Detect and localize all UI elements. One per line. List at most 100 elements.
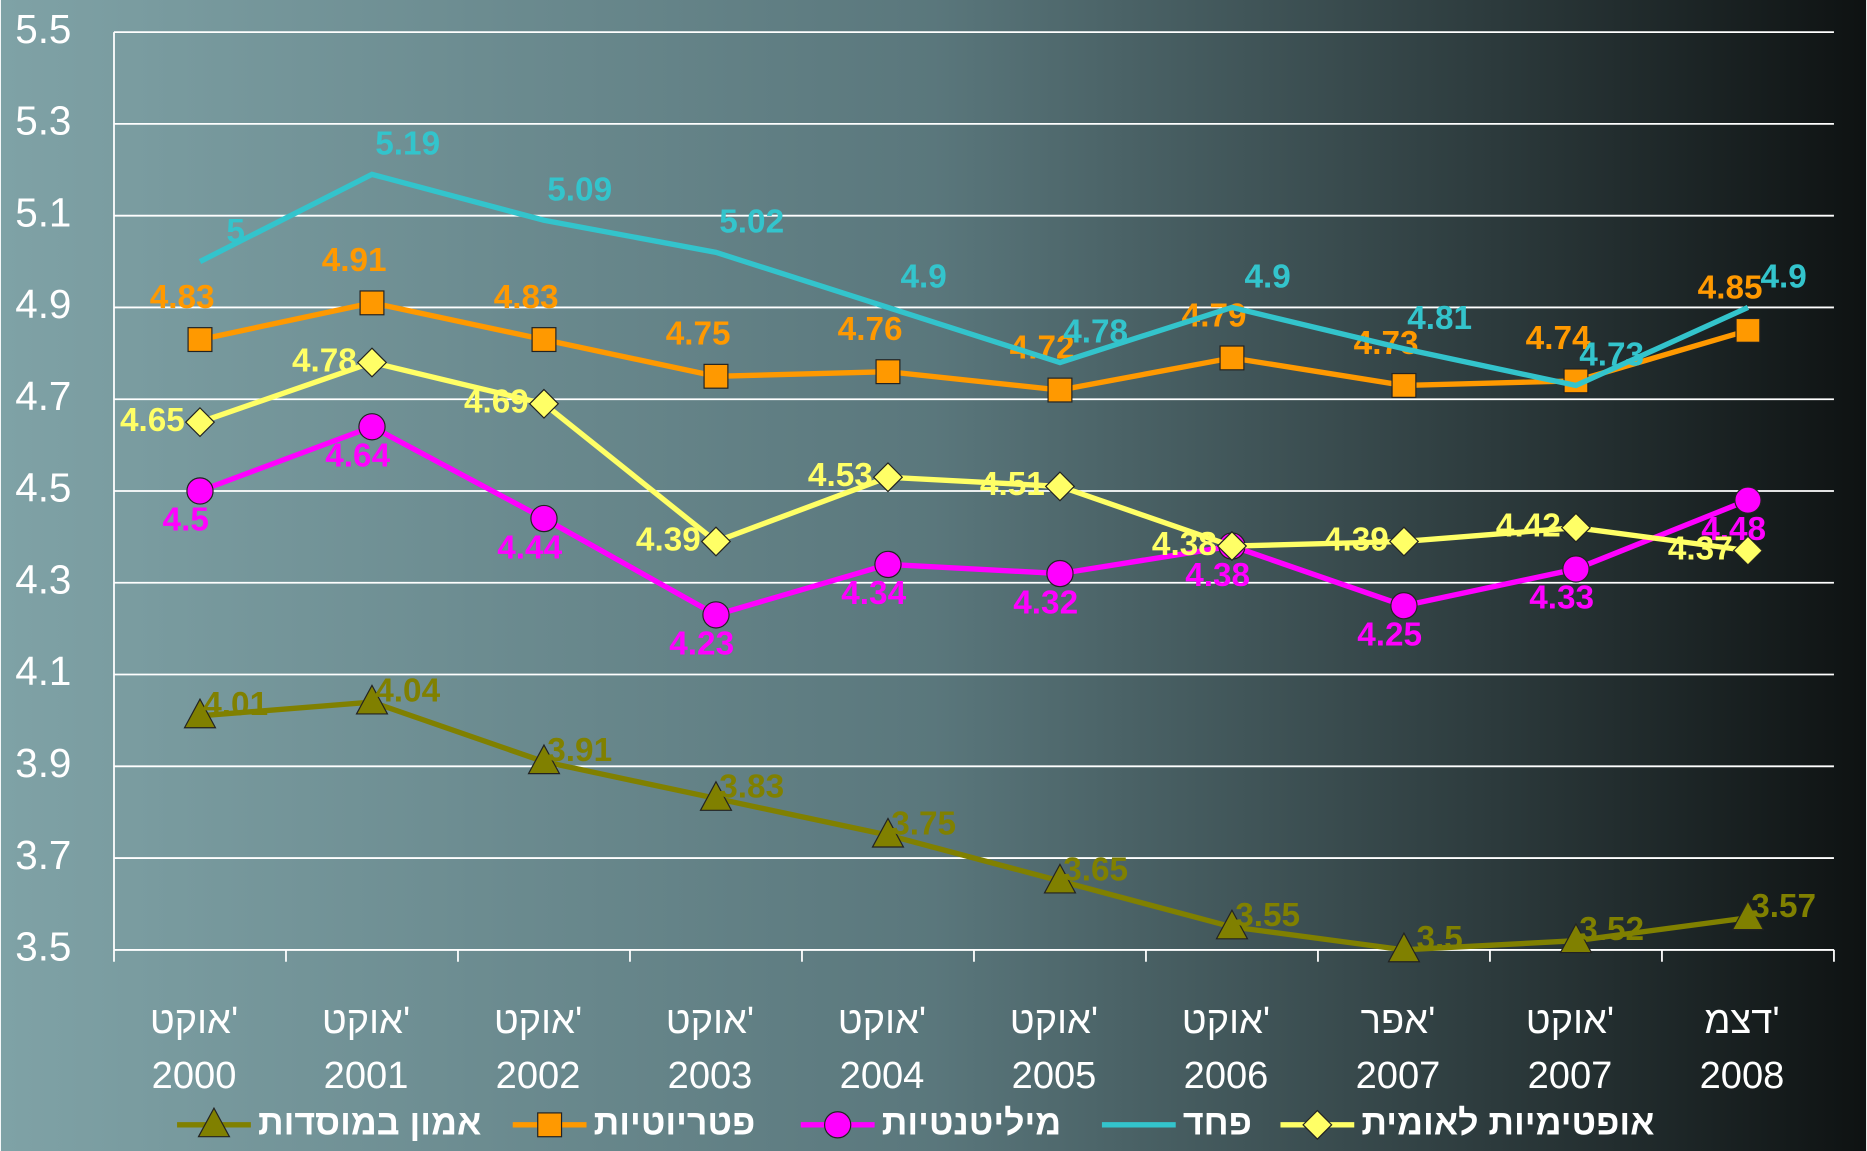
marker bbox=[530, 504, 558, 533]
data-label: 4.9 bbox=[901, 259, 947, 296]
x-tick-label: דצמ' 2008 bbox=[1700, 1000, 1785, 1097]
marker bbox=[527, 743, 561, 775]
y-tick-label: 4.1 bbox=[15, 648, 71, 694]
x-tick-label: אוקט' 2001 bbox=[322, 1000, 410, 1097]
data-label: 4.9 bbox=[1761, 259, 1807, 296]
data-label: 4.33 bbox=[1529, 580, 1594, 617]
marker bbox=[1391, 372, 1417, 398]
data-label: 4.78 bbox=[292, 342, 357, 379]
x-tick-label: אוקט' 2003 bbox=[666, 1000, 754, 1097]
marker bbox=[871, 817, 905, 848]
data-label: 4.78 bbox=[1063, 314, 1128, 351]
marker bbox=[1215, 908, 1249, 940]
data-label: 4.81 bbox=[1407, 300, 1472, 337]
x-tick-label: אוקט' 2002 bbox=[494, 1000, 582, 1097]
legend-label: פחד bbox=[1183, 1102, 1252, 1142]
marker bbox=[537, 1112, 563, 1138]
data-label: 4.85 bbox=[1698, 270, 1763, 307]
data-label: 3.5 bbox=[1417, 920, 1463, 957]
x-tick-label: אוקט' 2007 bbox=[1526, 1000, 1614, 1097]
data-label: 5.02 bbox=[719, 204, 784, 241]
marker bbox=[528, 388, 560, 419]
data-label: 4.34 bbox=[841, 575, 906, 612]
marker bbox=[1735, 317, 1761, 343]
data-label: 4.75 bbox=[666, 316, 731, 353]
legend-label: מיליטנטיות bbox=[882, 1102, 1062, 1142]
marker bbox=[700, 526, 732, 557]
marker bbox=[1046, 559, 1074, 588]
data-label: 4.83 bbox=[150, 279, 215, 316]
data-label: 4.42 bbox=[1496, 507, 1561, 544]
data-label: 4.38 bbox=[1152, 526, 1217, 563]
data-label: 3.65 bbox=[1063, 851, 1128, 888]
series: 4.5 4.64 4.44 4.23 4.34 4.32 4.38 4.25 4.33 4.48 bbox=[163, 413, 1766, 663]
series: 4.01 4.04 3.91 3.83 3.75 3.65 3.55 3.5 3.52 3.57 bbox=[183, 672, 1816, 963]
data-label: 5.19 bbox=[375, 126, 440, 163]
marker bbox=[699, 780, 733, 811]
marker bbox=[1388, 526, 1420, 557]
marker bbox=[186, 477, 214, 505]
marker bbox=[872, 462, 904, 493]
data-label: 3.75 bbox=[891, 805, 956, 842]
data-label: 3.57 bbox=[1751, 888, 1816, 925]
data-label: 3.83 bbox=[719, 769, 784, 806]
y-tick-label: 3.5 bbox=[15, 924, 71, 970]
series: 4.834.914.834.75 4.76 4.724.794.73 4.744.85 bbox=[150, 242, 1763, 403]
y-tick-label: 5.3 bbox=[15, 98, 71, 144]
marker bbox=[355, 684, 389, 715]
marker bbox=[184, 407, 216, 438]
data-label: 4.76 bbox=[838, 311, 903, 348]
marker bbox=[1043, 863, 1077, 894]
marker bbox=[1302, 1109, 1333, 1140]
x-tick-label: אפר' 2007 bbox=[1356, 1000, 1441, 1097]
y-tick-label: 4.7 bbox=[15, 373, 71, 419]
data-label: 4.48 bbox=[1701, 511, 1766, 548]
line bbox=[198, 171, 1750, 389]
x-tick-label: אוקט' 2005 bbox=[1010, 1000, 1098, 1097]
data-label: 4.5 bbox=[163, 502, 209, 539]
series: 5 5.19 5.09 5.02 4.9 4.78 4.9 4.81 4.73 4.9 bbox=[198, 126, 1807, 389]
data-label: 4.32 bbox=[1013, 584, 1078, 621]
data-label: 4.38 bbox=[1185, 557, 1250, 594]
data-label: 4.37 bbox=[1668, 530, 1733, 567]
marker bbox=[1219, 345, 1245, 371]
data-label: 5.09 bbox=[547, 171, 612, 208]
marker bbox=[823, 1111, 852, 1139]
line bbox=[199, 699, 1749, 953]
marker bbox=[1216, 530, 1248, 562]
data-label: 3.52 bbox=[1579, 911, 1644, 948]
series: 4.65 4.78 4.69 4.39 4.53 4.51 4.38 4.39 4.42 4.37 bbox=[120, 342, 1764, 567]
marker bbox=[197, 1106, 231, 1138]
marker bbox=[1390, 592, 1418, 620]
data-label: 4.73 bbox=[1579, 337, 1644, 374]
marker bbox=[356, 347, 388, 378]
data-label: 4.53 bbox=[808, 457, 873, 494]
marker bbox=[1559, 922, 1593, 954]
y-tick-label: 4.3 bbox=[15, 556, 71, 602]
marker bbox=[1044, 471, 1076, 502]
data-label: 5 bbox=[226, 213, 245, 250]
x-tick-label: אוקט' 2000 bbox=[150, 1000, 238, 1097]
data-label: 4.01 bbox=[203, 686, 268, 723]
data-label: 3.91 bbox=[547, 732, 612, 769]
y-tick-label: 3.9 bbox=[15, 740, 71, 786]
marker bbox=[359, 290, 385, 316]
data-label: 4.39 bbox=[636, 521, 701, 558]
y-tick-label: 5.1 bbox=[15, 189, 71, 235]
data-label: 4.04 bbox=[375, 672, 440, 709]
marker bbox=[1560, 512, 1592, 543]
data-label: 4.74 bbox=[1526, 320, 1591, 357]
data-label: 4.64 bbox=[325, 437, 390, 474]
marker bbox=[875, 359, 901, 385]
line bbox=[199, 423, 1749, 618]
y-tick-label: 4.5 bbox=[15, 465, 71, 511]
marker bbox=[183, 697, 217, 729]
marker bbox=[1732, 535, 1764, 566]
data-label: 4.51 bbox=[980, 466, 1045, 503]
data-label: 4.9 bbox=[1245, 259, 1291, 296]
x-tick-label: אוקט' 2006 bbox=[1182, 1000, 1270, 1097]
marker bbox=[702, 601, 730, 629]
data-label: 4.91 bbox=[322, 242, 387, 279]
data-label: 4.39 bbox=[1324, 521, 1389, 558]
